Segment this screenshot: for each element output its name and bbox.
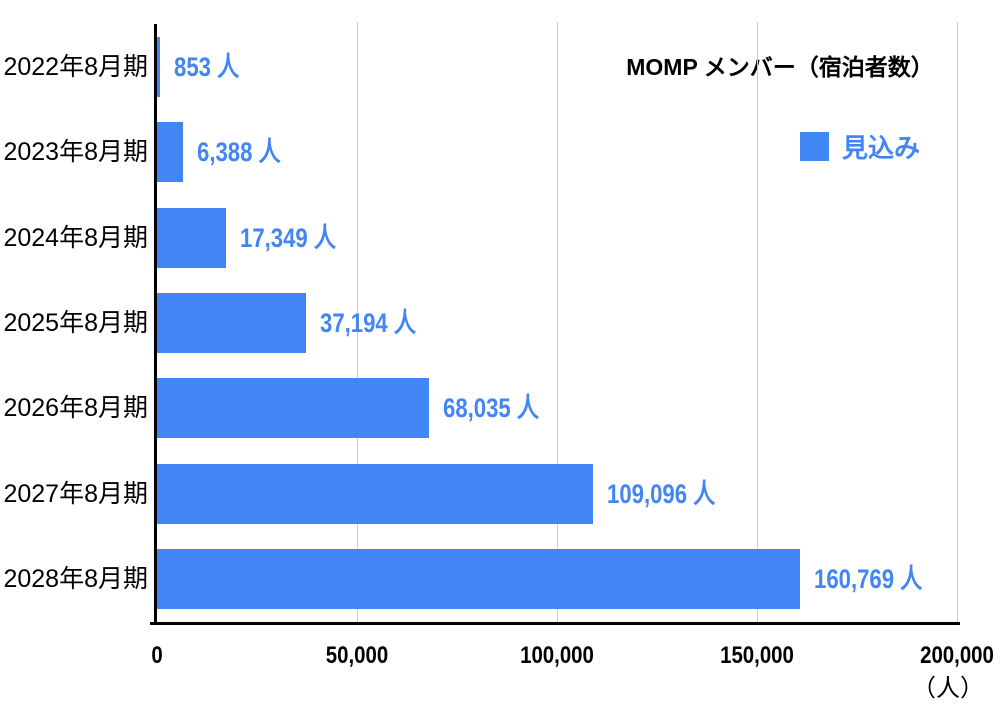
y-axis-label: 2024年8月期 (3, 223, 148, 252)
bar-value-label: 37,194 人 (319, 308, 416, 338)
legend: 見込み (800, 128, 920, 165)
x-axis-tick-label: 150,000 (720, 642, 794, 669)
bar (157, 293, 306, 353)
gridline (756, 22, 758, 622)
y-axis-line (154, 24, 157, 625)
x-axis-tick-label: 0 (151, 642, 163, 669)
bar-value-label: 6,388 人 (196, 137, 281, 168)
x-axis-unit-label: （人） (912, 675, 984, 702)
chart-title: MOMP メンバー（宿泊者数） (626, 54, 934, 80)
x-axis-tick-label: 50,000 (325, 642, 389, 669)
bar (157, 549, 801, 610)
bar (157, 36, 161, 97)
bar-value-label: 853 人 (174, 51, 240, 82)
y-axis-label: 2025年8月期 (3, 309, 148, 337)
x-axis-tick-label: 200,000 (920, 642, 994, 669)
x-axis-tick-label: 100,000 (520, 642, 594, 669)
bar (157, 122, 183, 183)
bar-value-label: 109,096 人 (607, 478, 716, 509)
y-axis-label: 2023年8月期 (3, 138, 148, 167)
x-axis-line (150, 622, 960, 625)
legend-swatch (800, 132, 829, 161)
y-axis-label: 2027年8月期 (3, 479, 148, 508)
gridline (356, 22, 358, 622)
bar (157, 378, 430, 439)
y-axis-label: 2022年8月期 (3, 52, 148, 81)
y-axis-label: 2026年8月期 (3, 394, 148, 423)
y-axis-label: 2028年8月期 (3, 565, 148, 594)
bar-value-label: 160,769 人 (814, 564, 923, 595)
bar-value-label: 17,349 人 (240, 222, 337, 253)
gridline (956, 22, 958, 622)
bar-value-label: 68,035 人 (443, 393, 540, 424)
legend-label: 見込み (842, 133, 921, 163)
bar (157, 463, 594, 524)
bar (157, 207, 227, 268)
gridline (556, 22, 558, 622)
